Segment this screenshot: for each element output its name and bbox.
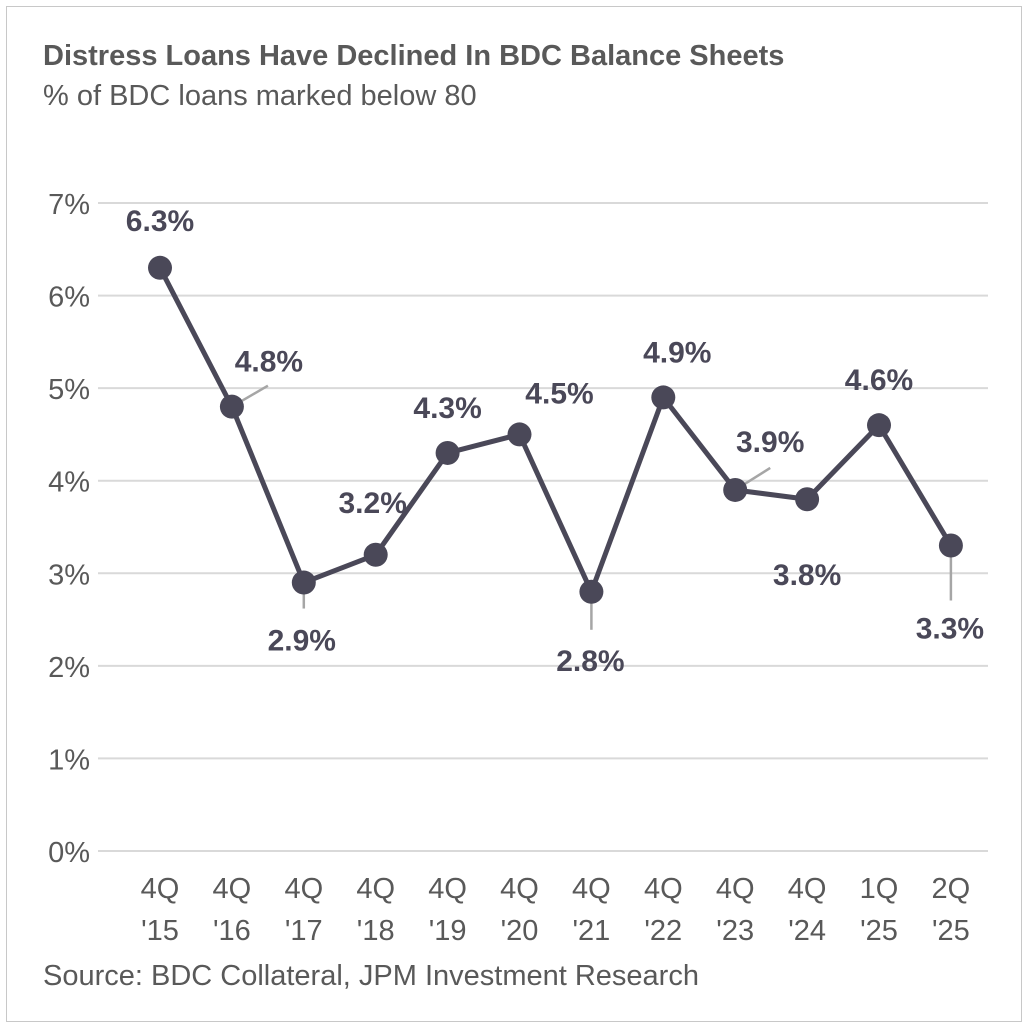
x-tick-label: '25 xyxy=(932,915,970,947)
chart-source: Source: BDC Collateral, JPM Investment R… xyxy=(43,960,699,992)
x-tick-label: 4Q xyxy=(716,873,755,905)
data-label: 4.8% xyxy=(235,346,303,379)
data-point xyxy=(507,422,532,447)
data-label: 4.5% xyxy=(525,377,593,410)
chart-subtitle: % of BDC loans marked below 80 xyxy=(43,80,477,112)
data-label: 3.2% xyxy=(339,487,407,520)
y-tick-label: 3% xyxy=(48,559,90,591)
data-point xyxy=(938,533,963,558)
x-tick-label: '20 xyxy=(501,915,539,947)
x-tick-label: 4Q xyxy=(356,873,395,905)
data-point xyxy=(723,477,748,502)
x-tick-label: '23 xyxy=(716,915,754,947)
data-point xyxy=(867,413,891,438)
x-tick-label: '15 xyxy=(141,915,179,947)
y-tick-label: 5% xyxy=(48,374,90,406)
data-label: 2.9% xyxy=(268,625,336,658)
y-tick-label: 7% xyxy=(48,189,90,221)
x-tick-label: 4Q xyxy=(500,873,539,905)
x-tick-label: 4Q xyxy=(213,873,252,905)
data-label: 3.3% xyxy=(916,613,984,646)
x-tick-label: '21 xyxy=(573,915,611,947)
x-tick-label: 4Q xyxy=(644,873,683,905)
data-label: 3.8% xyxy=(773,559,841,592)
data-label: 4.9% xyxy=(643,336,711,369)
data-point xyxy=(435,440,460,465)
data-point xyxy=(291,570,316,595)
y-tick-label: 1% xyxy=(48,744,90,776)
y-tick-label: 2% xyxy=(48,652,90,684)
x-tick-label: 4Q xyxy=(572,873,611,905)
series-line xyxy=(157,266,954,595)
x-tick-label: 4Q xyxy=(141,873,180,905)
x-tick-label: 4Q xyxy=(788,873,827,905)
x-tick-label: '25 xyxy=(860,915,898,947)
data-point xyxy=(579,579,604,604)
data-point xyxy=(651,385,676,410)
data-label: 3.9% xyxy=(736,426,804,459)
x-tick-label: 4Q xyxy=(284,873,323,905)
data-label: 6.3% xyxy=(126,205,194,238)
x-tick-label: '19 xyxy=(429,915,467,947)
chart-title: Distress Loans Have Declined In BDC Bala… xyxy=(43,40,785,72)
x-tick-label: '17 xyxy=(285,915,323,947)
x-tick-label: 4Q xyxy=(428,873,467,905)
data-label: 2.8% xyxy=(556,645,624,678)
chart-frame xyxy=(6,6,1022,1022)
data-point xyxy=(363,542,388,567)
y-tick-label: 6% xyxy=(48,282,90,314)
data-point xyxy=(219,394,244,419)
x-tick-label: 2Q xyxy=(932,873,971,905)
data-label: 4.6% xyxy=(845,364,913,397)
x-tick-label: '24 xyxy=(788,915,826,947)
data-label: 4.3% xyxy=(413,392,481,425)
x-tick-label: '22 xyxy=(644,915,682,947)
y-tick-label: 4% xyxy=(48,467,90,499)
x-tick-label: '18 xyxy=(357,915,395,947)
x-tick-label: 1Q xyxy=(860,873,899,905)
data-point xyxy=(795,487,820,512)
y-tick-label: 0% xyxy=(48,837,90,869)
data-point xyxy=(148,255,172,280)
x-tick-label: '16 xyxy=(213,915,251,947)
